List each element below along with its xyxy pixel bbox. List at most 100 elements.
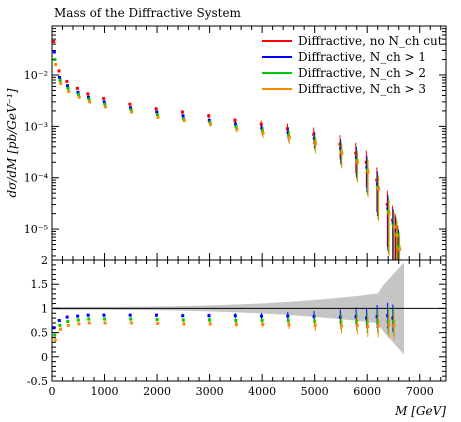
- ratio-data-point: [103, 317, 107, 321]
- main-data-point: [57, 69, 61, 73]
- ratio-data-point: [156, 321, 160, 325]
- main-data-point: [364, 160, 368, 164]
- main-data-point: [67, 89, 71, 93]
- ratio-data-point: [233, 314, 237, 318]
- main-data-point: [154, 107, 158, 111]
- main-data-point: [65, 84, 69, 88]
- ratio-data-point: [391, 320, 395, 324]
- main-data-point: [208, 120, 212, 124]
- main-data-point: [155, 110, 159, 114]
- main-data-point: [260, 129, 264, 133]
- ratio-data-point: [86, 313, 90, 317]
- ratio-data-point: [208, 322, 212, 326]
- main-data-point: [87, 97, 91, 101]
- main-data-point: [387, 209, 391, 213]
- legend-label: Diffractive, no N_ch cut: [298, 34, 443, 48]
- main-data-point: [65, 79, 69, 83]
- ratio-y-axis: 2 1.5 1 0.5 0 -0.5: [27, 254, 446, 388]
- ratio-data-point: [129, 317, 133, 321]
- main-data-point: [128, 102, 132, 106]
- main-data-point: [339, 149, 343, 153]
- main-data-point: [365, 165, 369, 169]
- ratio-data-point: [58, 323, 62, 327]
- ratio-panel: 21.510.50-0.5 0 1000 2000 3000 4000 5000 6000 7…: [27, 254, 447, 418]
- ratio-y-tick-label: 1: [41, 302, 48, 315]
- main-x-ticks: [51, 26, 442, 260]
- main-data-point: [261, 131, 265, 135]
- ratio-data-point: [207, 314, 211, 318]
- ratio-x-tick-label: 5000: [301, 385, 329, 398]
- ratio-data-point: [339, 320, 343, 324]
- ratio-x-tick-label: 7000: [406, 385, 434, 398]
- main-data-point: [235, 127, 239, 131]
- main-data-point: [259, 122, 263, 126]
- ratio-data-point: [286, 314, 290, 318]
- main-data-point: [375, 182, 379, 186]
- main-series-3: [54, 63, 402, 260]
- main-data-point: [58, 75, 62, 79]
- ratio-data-point: [53, 333, 57, 337]
- main-data-point: [59, 82, 63, 86]
- main-data-point: [340, 151, 344, 155]
- main-series-0: [52, 39, 400, 260]
- ratio-data-point: [260, 314, 264, 318]
- ratio-data-point: [260, 319, 264, 322]
- main-data-point: [339, 147, 343, 151]
- main-data-point: [375, 178, 379, 182]
- ratio-data-point: [286, 319, 290, 323]
- main-data-point: [233, 119, 237, 123]
- main-data-point: [76, 90, 80, 94]
- ratio-y-tick-label: -0.5: [27, 375, 48, 388]
- main-data-point: [52, 50, 56, 54]
- ratio-data-point: [154, 313, 158, 317]
- main-data-point: [392, 225, 396, 229]
- ratio-data-point: [355, 323, 359, 327]
- main-data-point: [234, 125, 238, 129]
- ratio-data-point: [355, 319, 359, 323]
- main-data-point: [287, 136, 291, 140]
- ratio-data-point: [313, 319, 317, 323]
- ratio-data-point: [261, 322, 265, 326]
- ratio-data-point: [386, 319, 390, 323]
- main-data-point: [396, 238, 400, 242]
- main-data-point: [386, 207, 390, 211]
- ratio-series-2: [53, 312, 396, 342]
- ratio-x-tick-label: 6000: [353, 385, 381, 398]
- ratio-series-1: [53, 308, 395, 337]
- ratio-x-axis: 0 1000 2000 3000 4000 5000 6000 7000: [49, 260, 442, 398]
- ratio-x-tick-label: 3000: [196, 385, 224, 398]
- ratio-data-point: [234, 322, 238, 326]
- main-data-point: [366, 168, 369, 172]
- ratio-data-point: [392, 324, 396, 328]
- main-y-tick-label: 10⁻³: [24, 120, 48, 133]
- ratio-data-point: [365, 316, 369, 320]
- main-data-point: [385, 203, 389, 207]
- main-panel: 10⁻² 10⁻³ 10⁻⁴ 10⁻⁵ Diffractive, no N_ch cu…: [5, 25, 447, 261]
- ratio-data-series: [52, 302, 396, 342]
- ratio-data-point: [53, 338, 57, 342]
- ratio-data-point: [155, 318, 159, 322]
- main-data-point: [366, 170, 370, 174]
- ratio-y-tick-label: 0: [41, 351, 48, 364]
- main-data-point: [54, 63, 58, 67]
- ratio-data-point: [128, 313, 132, 317]
- main-data-point: [314, 142, 318, 146]
- main-data-point: [52, 39, 56, 43]
- ratio-data-point: [77, 322, 81, 326]
- main-data-point: [398, 248, 402, 252]
- main-data-series: [52, 39, 402, 260]
- main-data-point: [53, 58, 57, 62]
- ratio-data-point: [65, 315, 69, 319]
- main-data-point: [66, 86, 70, 90]
- main-data-point: [102, 100, 106, 104]
- ratio-data-point: [391, 316, 395, 320]
- ratio-data-point: [76, 318, 80, 322]
- ratio-data-point: [129, 321, 133, 325]
- ratio-x-tick-label: 2000: [143, 385, 171, 398]
- main-data-point: [155, 113, 159, 117]
- ratio-data-point: [76, 314, 80, 318]
- ratio-data-point: [387, 323, 391, 327]
- ratio-data-point: [58, 327, 62, 331]
- main-data-point: [354, 155, 358, 159]
- ratio-data-point: [87, 317, 91, 321]
